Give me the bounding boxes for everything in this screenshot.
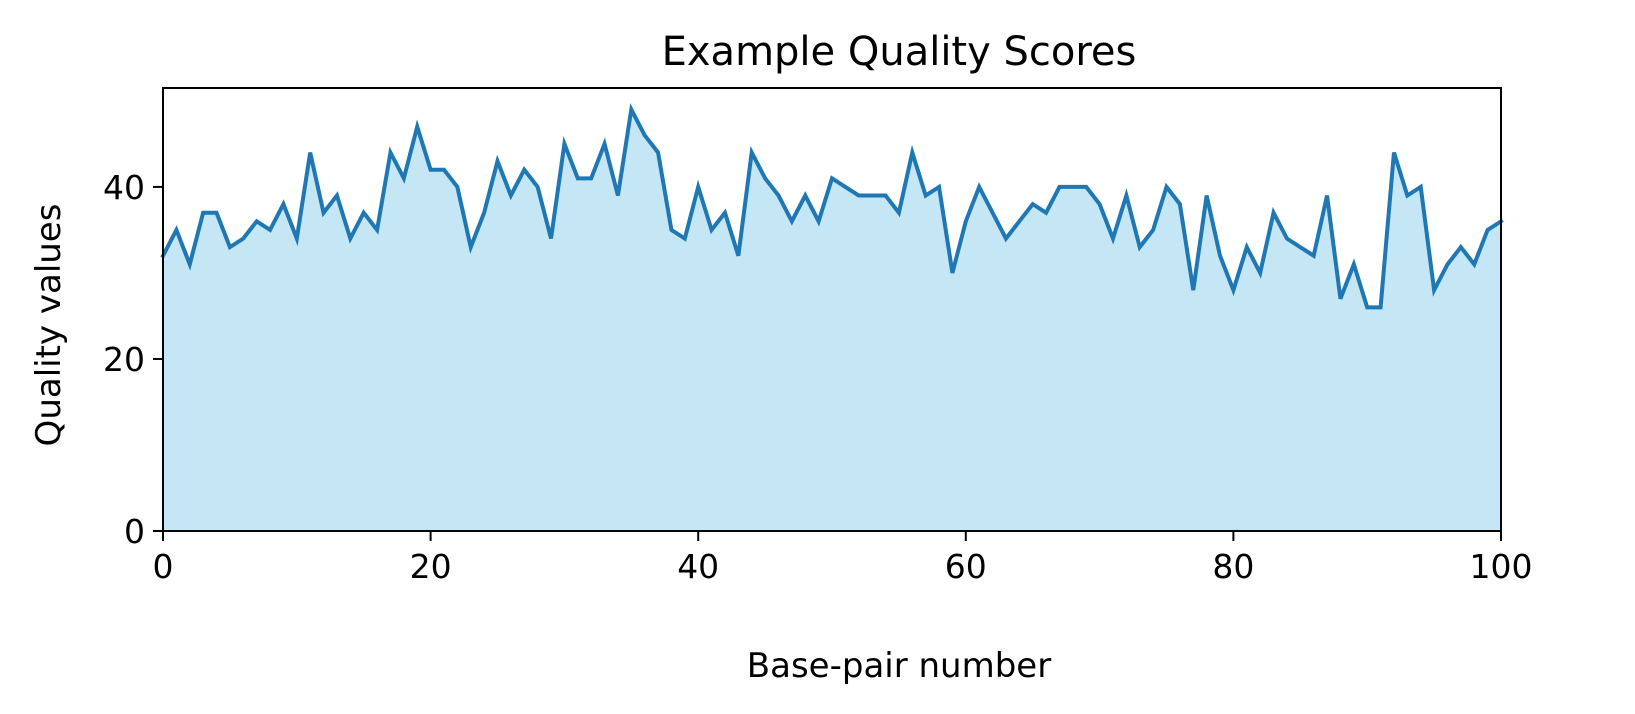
plot-frame (162, 87, 1502, 532)
x-tick-label: 60 (945, 547, 987, 586)
x-axis-label: Base-pair number (747, 646, 1051, 686)
plot-area (160, 103, 1504, 531)
x-tick-label: 40 (677, 547, 719, 586)
axes: 0 20 40 60 80 100 0 20 40 (103, 87, 1533, 586)
y-tick-label: 0 (124, 512, 145, 551)
y-axis-label: Quality values (29, 204, 69, 447)
x-tick-label: 20 (410, 547, 452, 586)
x-tick-label: 0 (153, 547, 174, 586)
x-tick-label: 100 (1470, 547, 1533, 586)
y-tick-label: 40 (103, 168, 145, 207)
series-0-line (160, 103, 1504, 310)
chart-title: Example Quality Scores (662, 29, 1137, 75)
x-tick-label: 80 (1212, 547, 1254, 586)
series-0-area-fill (163, 109, 1501, 531)
y-tick-label: 20 (103, 340, 145, 379)
